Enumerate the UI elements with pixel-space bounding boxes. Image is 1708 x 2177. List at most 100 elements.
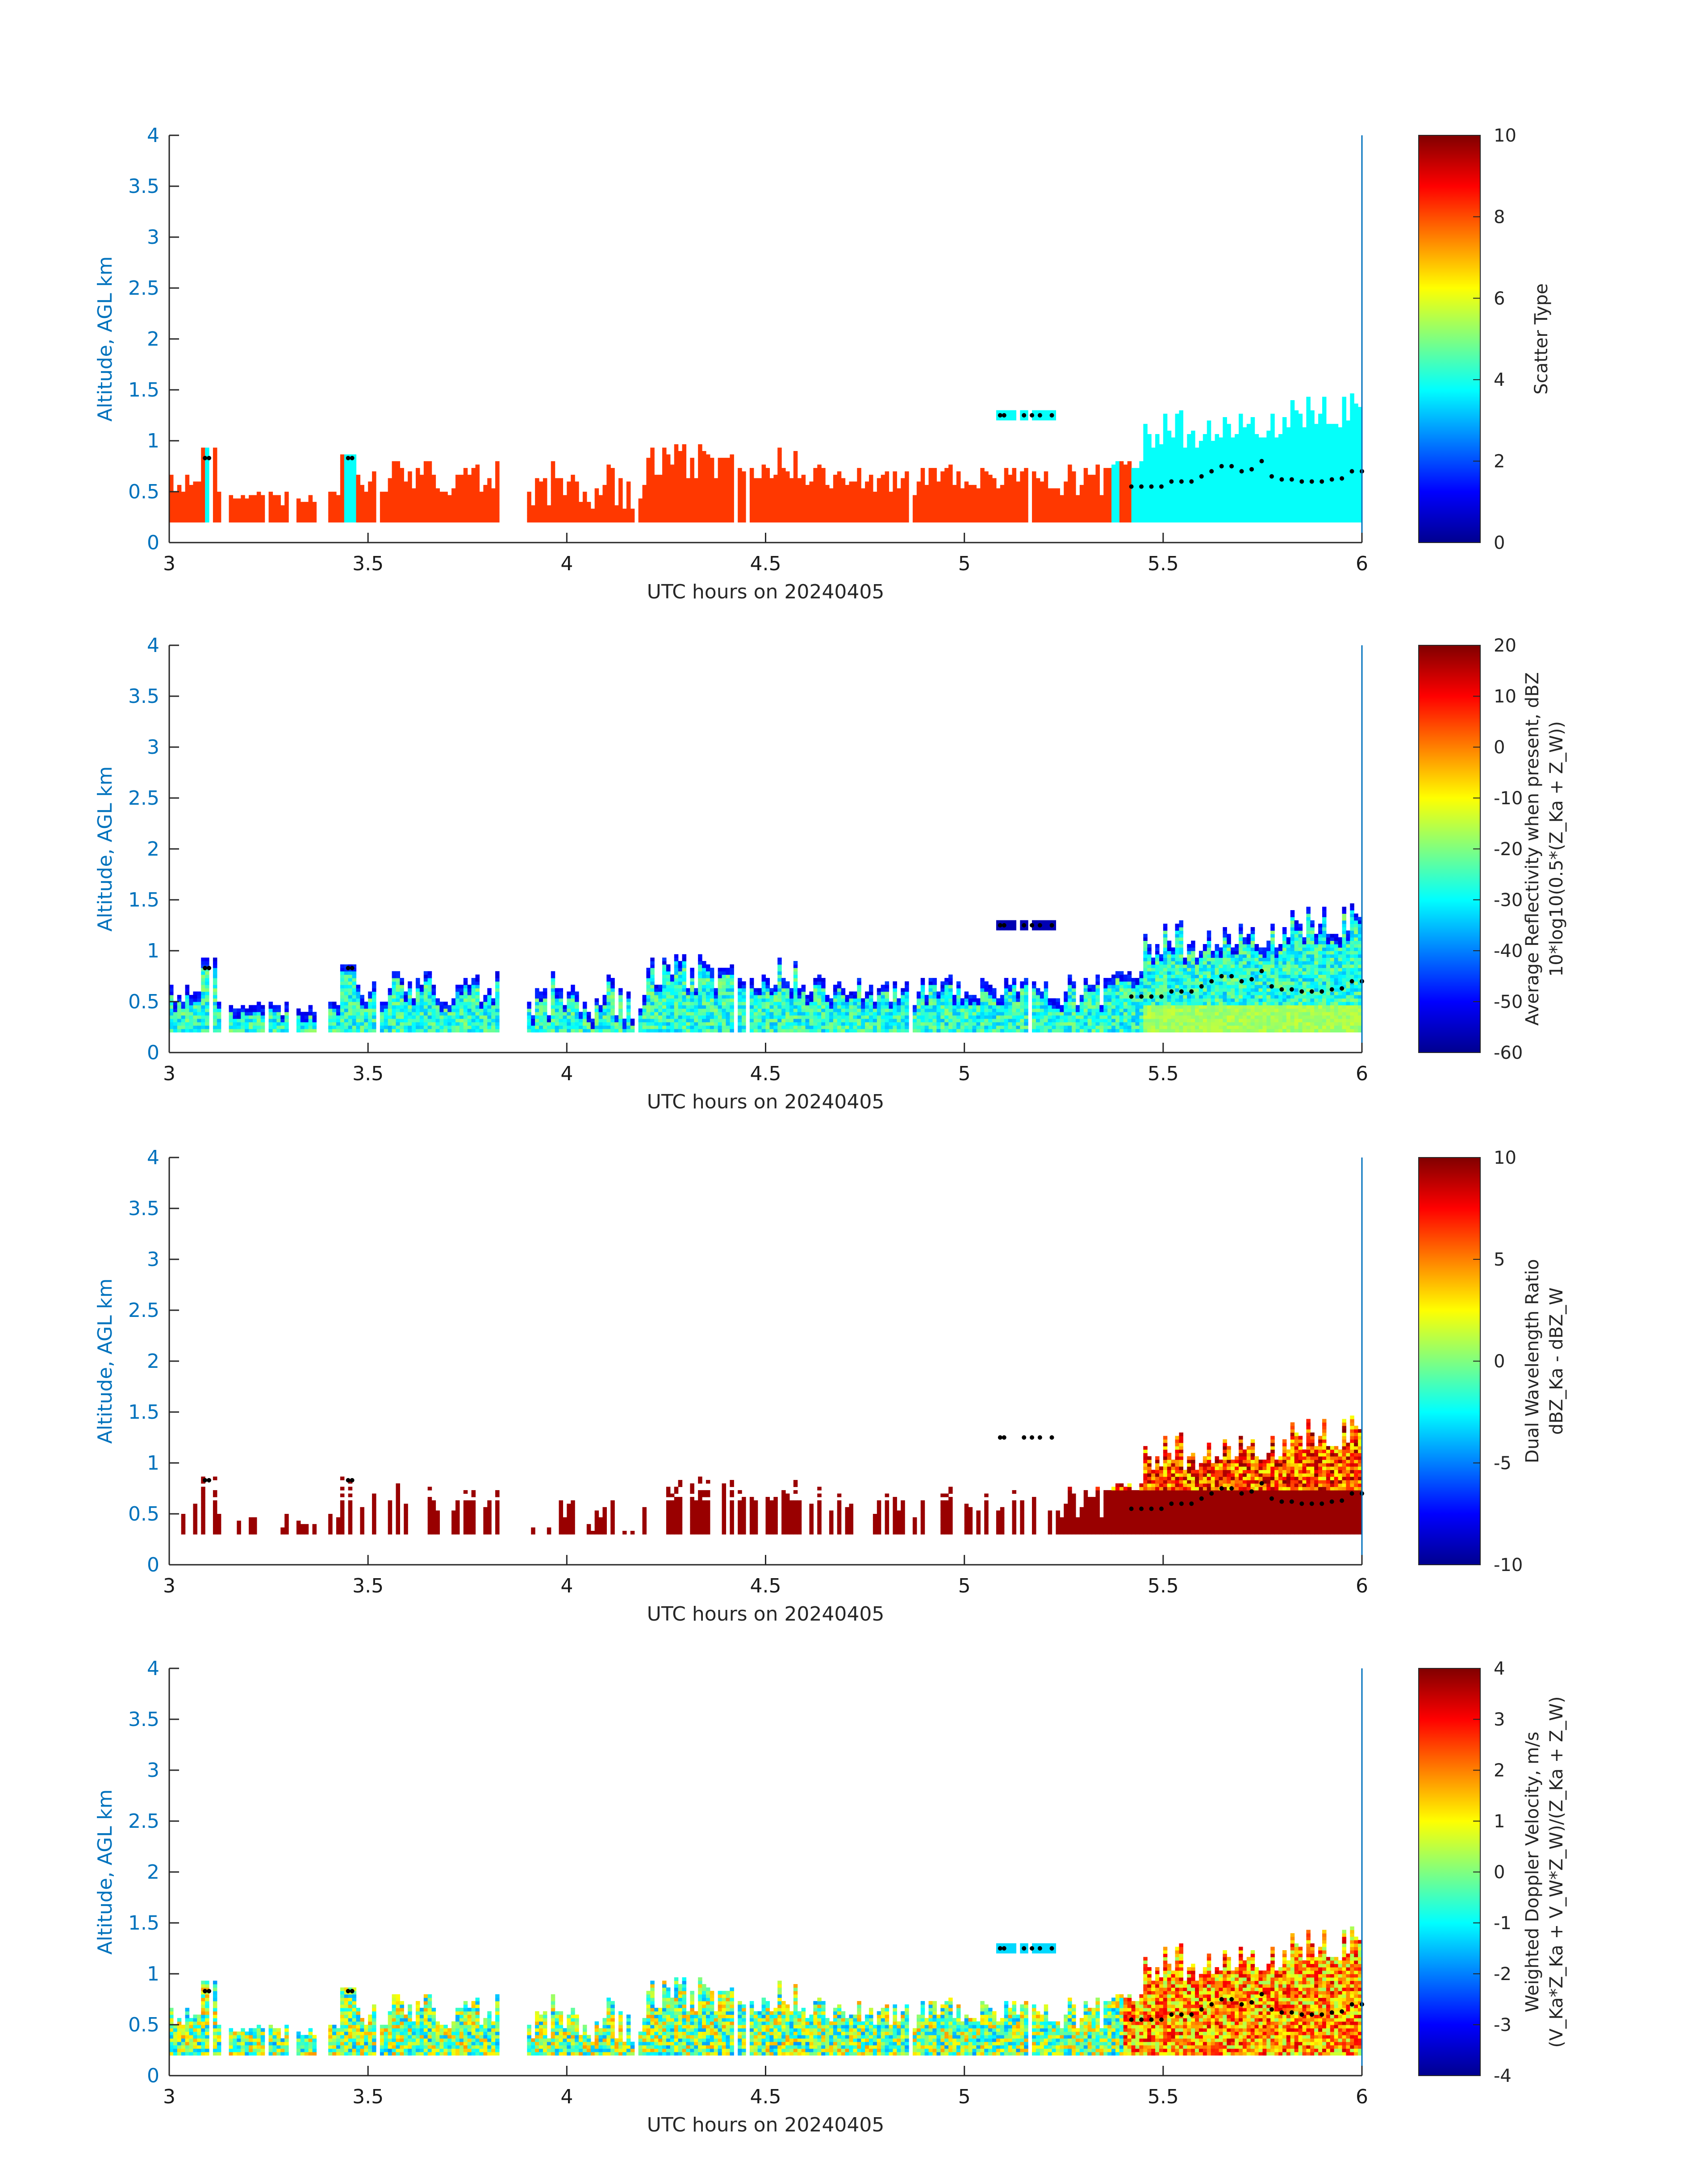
heatmap-cell [1223, 444, 1227, 448]
heatmap-cell [408, 505, 412, 509]
heatmap-cell [853, 481, 857, 485]
heatmap-cell [594, 488, 599, 492]
heatmap-cell [1191, 444, 1195, 448]
heatmap-cell [527, 505, 531, 509]
heatmap-cell [1254, 488, 1259, 492]
heatmap-cell [1306, 518, 1311, 522]
heatmap-cell [789, 478, 794, 482]
heatmap-cell [1250, 430, 1255, 435]
heatmap-cell [690, 458, 694, 462]
heatmap-cell [1072, 485, 1076, 489]
heatmap-cell [193, 515, 197, 519]
heatmap-cell [268, 1008, 273, 1012]
heatmap-cell [940, 475, 945, 479]
heatmap-cell [312, 515, 317, 519]
heatmap-cell [1270, 495, 1275, 499]
heatmap-cell [1326, 427, 1331, 431]
heatmap-cell [690, 488, 694, 492]
heatmap-cell [459, 515, 464, 519]
heatmap-cell [988, 501, 993, 506]
heatmap-cell [1151, 498, 1156, 502]
heatmap-cell [678, 501, 683, 506]
heatmap-cell [177, 515, 182, 519]
heatmap-cell [666, 492, 671, 496]
heatmap-cell [336, 498, 341, 502]
heatmap-cell [718, 481, 722, 485]
heatmap-cell [332, 1002, 337, 1006]
heatmap-cell [1290, 427, 1295, 431]
heatmap-cell [1238, 488, 1243, 492]
heatmap-cell [1024, 501, 1028, 506]
heatmap-cell [463, 512, 468, 516]
heatmap-cell [1262, 464, 1267, 468]
heatmap-cell [1314, 444, 1319, 448]
heatmap-cell [1278, 444, 1283, 448]
heatmap-cell [710, 464, 714, 468]
heatmap-cell [173, 1015, 178, 1019]
heatmap-cell [662, 501, 667, 506]
heatmap-cell [1310, 441, 1315, 445]
heatmap-cell [1163, 505, 1168, 509]
heatmap-cell [757, 518, 762, 522]
heatmap-cell [249, 1011, 253, 1016]
heatmap-cell [388, 481, 393, 485]
heatmap-cell [205, 964, 209, 968]
heatmap-cell [980, 478, 985, 482]
heatmap-cell [626, 492, 631, 496]
heatmap-cell [1354, 427, 1358, 431]
heatmap-cell [443, 505, 448, 509]
heatmap-cell [1227, 475, 1231, 479]
heatmap-cell [177, 518, 182, 522]
heatmap-cell [1250, 488, 1255, 492]
heatmap-cell [1338, 441, 1343, 445]
heatmap-cell [300, 1022, 305, 1026]
heatmap-cell [1219, 488, 1223, 492]
heatmap-cell [1270, 512, 1275, 516]
heatmap-cell [658, 475, 663, 479]
heatmap-cell [992, 495, 997, 499]
heatmap-cell [539, 515, 543, 519]
heatmap-cell [368, 495, 372, 499]
heatmap-cell [1231, 501, 1235, 506]
heatmap-cell [213, 1005, 217, 1009]
heatmap-cell [423, 475, 428, 479]
heatmap-cell [567, 515, 571, 519]
heatmap-cell [594, 498, 599, 502]
heatmap-cell [181, 505, 186, 509]
heatmap-cell [932, 495, 937, 499]
heatmap-cell [368, 515, 372, 519]
heatmap-cell [1262, 475, 1267, 479]
heatmap-cell [857, 468, 861, 472]
heatmap-cell [551, 495, 555, 499]
heatmap-cell [630, 518, 635, 522]
heatmap-cell [769, 495, 774, 499]
heatmap-cell [169, 505, 174, 509]
heatmap-cell [1306, 437, 1311, 441]
heatmap-cell [1314, 478, 1319, 482]
heatmap-cell [205, 475, 209, 479]
heatmap-cell [1203, 451, 1207, 455]
heatmap-cell [475, 485, 480, 489]
heatmap-cell [1171, 498, 1176, 502]
heatmap-cell [654, 501, 659, 506]
heatmap-cell [205, 509, 209, 513]
heatmap-cell [928, 495, 933, 499]
heatmap-cell [1278, 458, 1283, 462]
heatmap-cell [256, 501, 261, 506]
heatmap-cell [197, 501, 201, 506]
heatmap-cell [340, 1015, 345, 1019]
colorbar-tick-label: 10 [1494, 125, 1516, 146]
heatmap-cell [260, 501, 265, 506]
heatmap-cell [1314, 447, 1319, 451]
heatmap-cell [1151, 512, 1156, 516]
heatmap-cell [1079, 501, 1084, 506]
heatmap-cell [1290, 410, 1295, 414]
heatmap-cell [1183, 512, 1187, 516]
heatmap-cell [857, 501, 861, 506]
heatmap-cell [1294, 454, 1299, 458]
heatmap-cell [618, 512, 623, 516]
heatmap-cell [1246, 434, 1251, 438]
heatmap-cell [837, 481, 842, 485]
heatmap-cell [710, 461, 714, 465]
heatmap-cell [948, 475, 953, 479]
